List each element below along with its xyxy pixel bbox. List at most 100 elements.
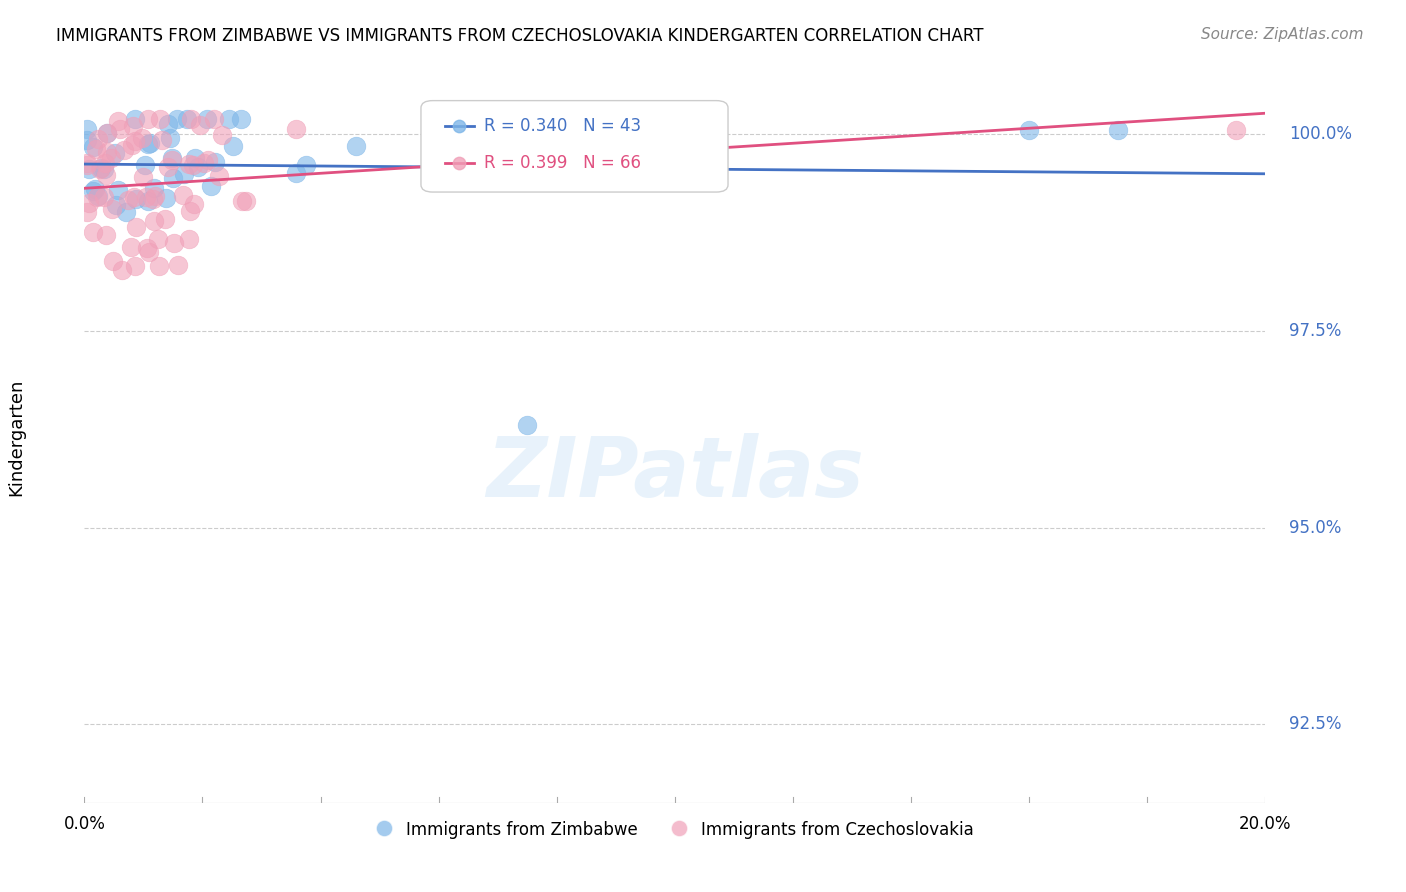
Point [177,157,200,171]
Point [202,112,225,126]
Point [166,112,188,126]
Point [94,156,117,170]
Point [82,140,104,154]
Point [184,151,207,165]
Text: IMMIGRANTS FROM ZIMBABWE VS IMMIGRANTS FROM CZECHOSLOVAKIA KINDERGARTEN CORRELAT: IMMIGRANTS FROM ZIMBABWE VS IMMIGRANTS F… [56,27,984,45]
Point [82,226,104,240]
Point [122,119,145,133]
Point [160,151,183,165]
Point [180,112,202,126]
Point [231,194,253,208]
Point [89,161,111,176]
Point [120,240,142,254]
Point [235,194,257,209]
Point [94,227,117,242]
Point [148,259,170,273]
Text: ZIPatlas: ZIPatlas [486,434,863,514]
Point [76,133,98,147]
Point [179,203,201,218]
Point [94,168,117,182]
Point [208,169,231,184]
Point [204,155,226,169]
Point [136,136,159,151]
Point [100,151,122,165]
Point [136,194,159,208]
Point [124,112,146,126]
Point [285,166,308,180]
Point [87,189,110,203]
Point [200,178,222,193]
Point [105,198,128,212]
Point [132,169,155,184]
Point [173,167,195,181]
Point [112,143,135,157]
Point [86,142,108,156]
FancyBboxPatch shape [420,101,728,192]
Point [197,153,219,167]
Point [188,118,211,132]
Point [101,253,124,268]
Point [96,126,118,140]
Point [90,161,112,176]
Point [142,180,165,194]
Point [86,190,108,204]
Point [114,205,136,219]
Point [285,122,308,136]
Point [155,191,177,205]
Text: 92.5%: 92.5% [1289,715,1341,733]
Point [149,112,172,126]
Point [177,232,200,246]
Point [124,259,146,273]
Point [294,158,316,172]
Point [107,114,129,128]
Point [146,232,169,246]
Point [156,160,179,174]
Point [100,202,122,216]
Point [138,244,160,259]
Point [516,418,538,433]
Point [79,196,101,211]
Point [96,145,118,159]
Text: R = 0.399   N = 66: R = 0.399 N = 66 [484,153,641,172]
Legend: Immigrants from Zimbabwe, Immigrants from Czechoslovakia: Immigrants from Zimbabwe, Immigrants fro… [370,814,980,846]
Point [153,212,176,227]
Point [1018,123,1040,137]
Point [108,122,131,136]
Point [87,132,110,146]
Point [93,161,115,176]
Point [76,157,98,171]
Point [222,139,245,153]
Point [193,155,215,169]
Point [77,161,100,176]
Point [546,123,568,137]
Point [176,112,198,126]
Point [160,153,183,167]
Point [117,193,139,207]
Point [125,193,148,207]
Point [121,137,143,152]
Text: 95.0%: 95.0% [1289,518,1341,536]
Point [93,189,115,203]
Point [134,158,156,172]
Point [163,236,186,251]
Text: R = 0.340   N = 43: R = 0.340 N = 43 [484,117,641,136]
Point [162,171,184,186]
Text: Kindergarten: Kindergarten [7,378,25,496]
Point [181,158,204,172]
Point [136,112,159,126]
Point [229,112,252,126]
Text: Source: ZipAtlas.com: Source: ZipAtlas.com [1201,27,1364,42]
Point [122,190,145,204]
Text: 20.0%: 20.0% [1239,814,1292,832]
Point [143,189,166,203]
Point [76,156,98,170]
Point [76,205,98,219]
Point [183,196,205,211]
Point [125,219,148,234]
Point [76,121,98,136]
Point [218,112,240,126]
Point [142,192,165,206]
Point [1107,123,1129,137]
Point [159,131,181,145]
Point [84,182,107,196]
